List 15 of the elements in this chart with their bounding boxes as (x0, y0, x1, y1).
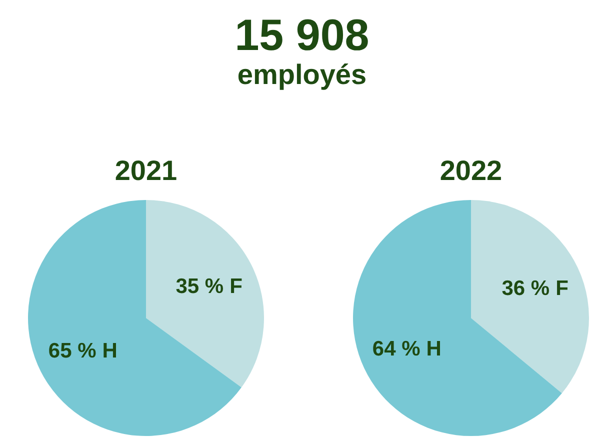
data-label: 36 % (502, 277, 550, 300)
text: employés (237, 59, 367, 90)
pie-slice (146, 200, 264, 388)
slice-label: F (230, 275, 243, 298)
pie-slice (28, 200, 242, 436)
slice-label: F (556, 277, 569, 300)
data-label: 65 % (48, 339, 97, 362)
text: 15 908 (234, 11, 370, 60)
slice-label: H (426, 337, 442, 360)
chart-title: 2022 (440, 155, 502, 186)
data-label: 64 % (372, 337, 421, 360)
chart-title: 2021 (114, 155, 178, 186)
slice-label: H (102, 339, 118, 362)
pie-slice (471, 200, 589, 394)
data-label: 35 % (176, 275, 224, 298)
